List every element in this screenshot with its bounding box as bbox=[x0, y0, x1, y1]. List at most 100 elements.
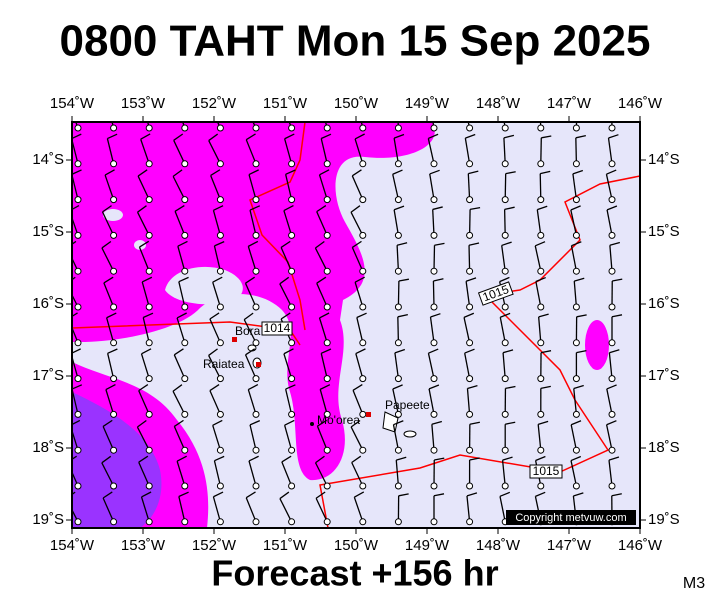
barb-staff bbox=[177, 245, 186, 272]
barb-flag bbox=[173, 348, 184, 356]
barb-station bbox=[181, 375, 189, 383]
barb-staff bbox=[279, 283, 293, 308]
barb-staff bbox=[176, 460, 186, 487]
barb-station bbox=[323, 196, 331, 204]
barb-staff bbox=[429, 173, 435, 200]
barb-staff bbox=[245, 497, 257, 523]
barb-flag bbox=[433, 278, 444, 282]
barb-station bbox=[288, 267, 296, 275]
barb-staff bbox=[101, 462, 115, 487]
barb-flag bbox=[214, 455, 225, 462]
barb-flag bbox=[503, 134, 515, 139]
barb-station bbox=[74, 446, 82, 454]
barb-flag bbox=[319, 384, 331, 390]
barb-flag bbox=[137, 169, 148, 177]
barb-flag bbox=[573, 384, 584, 390]
barb-station bbox=[110, 124, 118, 132]
barb-station bbox=[181, 303, 189, 311]
barb-station bbox=[466, 518, 474, 526]
barb-flag bbox=[177, 240, 188, 247]
barb-station bbox=[501, 446, 509, 454]
barb-flag bbox=[541, 135, 552, 139]
barb-staff bbox=[432, 209, 435, 236]
barb-flag bbox=[316, 205, 327, 213]
strong-wind-area bbox=[72, 392, 162, 528]
barb-staff bbox=[501, 460, 506, 487]
barb-staff bbox=[176, 317, 186, 343]
barb-flag bbox=[499, 491, 511, 497]
barb-flag bbox=[432, 206, 443, 211]
isobar-label-box bbox=[477, 281, 514, 306]
lon-label: 150˚W bbox=[334, 95, 379, 112]
barb-staff bbox=[503, 209, 506, 236]
barb-staff bbox=[173, 426, 186, 451]
barb-station bbox=[430, 124, 438, 132]
lat-label: 16˚S bbox=[32, 295, 64, 312]
barb-staff bbox=[538, 316, 542, 343]
barb-staff bbox=[465, 281, 471, 308]
barb-station bbox=[252, 410, 260, 418]
barb-staff bbox=[249, 424, 257, 451]
barb-station bbox=[466, 124, 474, 132]
barb-staff bbox=[209, 318, 221, 344]
barb-station bbox=[181, 482, 189, 490]
barb-station bbox=[110, 339, 118, 347]
lon-label: 153˚W bbox=[121, 537, 166, 554]
barb-staff bbox=[393, 209, 400, 236]
barb-flag bbox=[102, 205, 112, 213]
barb-staff bbox=[350, 211, 364, 236]
barb-flag bbox=[392, 169, 403, 175]
barb-staff bbox=[360, 122, 364, 129]
barb-station bbox=[466, 303, 474, 311]
barb-station bbox=[288, 518, 296, 526]
barb-station bbox=[323, 375, 331, 383]
barb-staff bbox=[314, 247, 328, 272]
barb-station bbox=[288, 339, 296, 347]
barb-staff bbox=[182, 122, 186, 129]
barb-flag bbox=[285, 384, 296, 390]
barb-flag bbox=[469, 206, 481, 211]
lon-label: 154˚W bbox=[50, 95, 95, 112]
barb-station bbox=[110, 410, 118, 418]
barb-flag bbox=[137, 205, 147, 213]
barb-flag bbox=[612, 278, 623, 282]
place-marker bbox=[232, 337, 237, 342]
barb-station bbox=[430, 518, 438, 526]
barb-flag bbox=[210, 169, 221, 177]
barb-station bbox=[572, 231, 580, 239]
barb-flag bbox=[354, 133, 365, 140]
barb-station bbox=[501, 410, 509, 418]
barb-staff bbox=[354, 138, 364, 164]
barb-flag bbox=[141, 491, 152, 498]
wind-area bbox=[585, 320, 609, 370]
lat-label: 15˚S bbox=[648, 223, 680, 240]
barb-staff bbox=[141, 281, 150, 308]
barb-station bbox=[252, 267, 260, 275]
barb-flag bbox=[540, 170, 551, 175]
barb-flag bbox=[499, 276, 510, 283]
barb-flag bbox=[138, 455, 149, 463]
barb-flag bbox=[465, 277, 477, 282]
barb-staff bbox=[608, 352, 613, 379]
barb-flag bbox=[320, 348, 332, 354]
barb-flag bbox=[178, 491, 189, 498]
barb-flag bbox=[500, 312, 511, 318]
barb-station bbox=[394, 410, 402, 418]
barb-flag bbox=[469, 457, 480, 461]
barb-station bbox=[323, 303, 331, 311]
barb-station bbox=[288, 482, 296, 490]
wind-area bbox=[72, 122, 435, 481]
barb-station bbox=[430, 482, 438, 490]
barb-station bbox=[466, 375, 474, 383]
barb-station bbox=[608, 303, 616, 311]
barb-station bbox=[216, 518, 224, 526]
barb-station bbox=[430, 446, 438, 454]
barb-station bbox=[608, 482, 616, 490]
barb-staff bbox=[499, 317, 506, 343]
barb-station bbox=[110, 482, 118, 490]
lon-label: 151˚W bbox=[263, 95, 308, 112]
barb-staff bbox=[137, 175, 150, 200]
barb-station bbox=[466, 482, 474, 490]
barb-flag bbox=[540, 350, 552, 354]
